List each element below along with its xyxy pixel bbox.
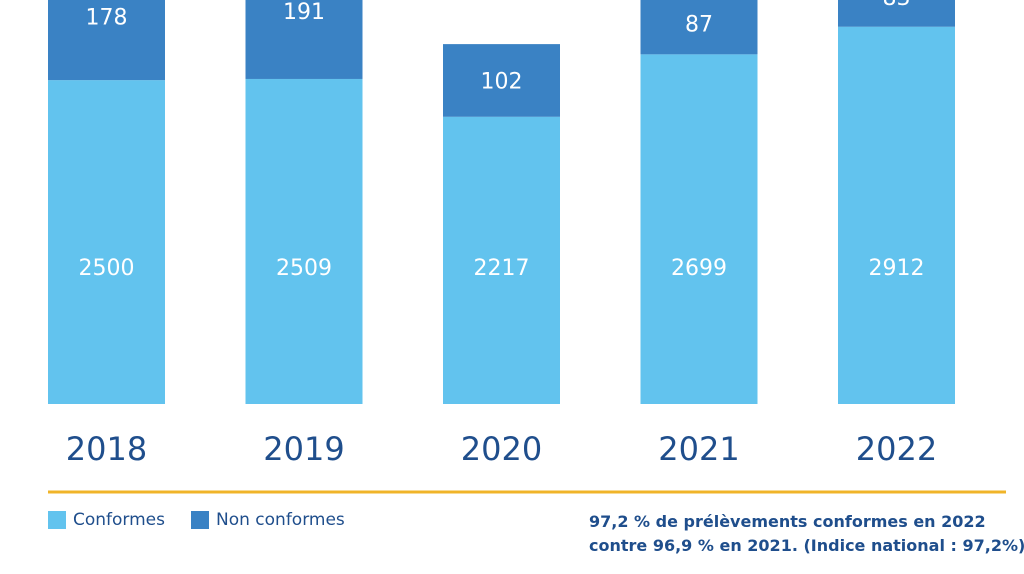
bar-non-conformes-2022: [838, 0, 955, 27]
value-label-non-conformes-2019: 191: [283, 0, 325, 25]
legend-label-conformes: Conformes: [73, 510, 165, 530]
bar-conformes-2022: [838, 26, 955, 404]
value-label-conformes-2019: 2509: [276, 256, 332, 281]
category-labels-group: 2018 2019 2020 2021 2022: [66, 430, 937, 468]
summary-note: 97,2 % de prélèvements conformes en 2022…: [589, 510, 1024, 558]
legend-swatch-non-conformes: [191, 511, 209, 529]
summary-note-line-1: 97,2 % de prélèvements conformes en 2022: [589, 512, 986, 531]
bar-non-conformes-2020: [443, 44, 560, 117]
legend: Conformes Non conformes: [48, 510, 371, 530]
bar-non-conformes-2018: [48, 0, 165, 81]
category-label-2019: 2019: [263, 430, 344, 468]
value-label-non-conformes-2020: 102: [481, 69, 523, 94]
legend-item-conformes: Conformes: [48, 510, 165, 530]
category-label-2018: 2018: [66, 430, 147, 468]
bar-conformes-2019: [245, 78, 363, 404]
value-label-non-conformes-2018: 178: [86, 6, 128, 31]
summary-note-line-2: contre 96,9 % en 2021. (Indice national …: [589, 536, 1024, 555]
value-label-non-conformes-2021: 87: [685, 12, 713, 37]
bar-non-conformes-2019: [245, 0, 363, 79]
value-label-non-conformes-2022: 83: [883, 0, 911, 11]
bar-non-conformes-2021: [640, 0, 758, 55]
value-label-conformes-2018: 2500: [79, 256, 135, 281]
value-label-conformes-2020: 2217: [474, 256, 530, 281]
legend-item-non-conformes: Non conformes: [191, 510, 345, 530]
category-label-2021: 2021: [658, 430, 739, 468]
value-labels-group: 2500 178 2509 191 2217 102 2699 87 2912 83: [79, 0, 925, 281]
bar-conformes-2020: [443, 116, 560, 405]
stacked-bar-chart: 250017825091912217102269987291283 201820…: [48, 0, 1006, 494]
bars-group: [48, 0, 955, 405]
category-label-2020: 2020: [461, 430, 542, 468]
bar-conformes-2021: [640, 54, 758, 404]
value-label-conformes-2022: 2912: [869, 256, 925, 281]
legend-label-non-conformes: Non conformes: [216, 510, 345, 530]
category-label-2022: 2022: [856, 430, 937, 468]
bar-conformes-2018: [48, 80, 165, 404]
legend-swatch-conformes: [48, 511, 66, 529]
value-label-conformes-2021: 2699: [671, 256, 727, 281]
